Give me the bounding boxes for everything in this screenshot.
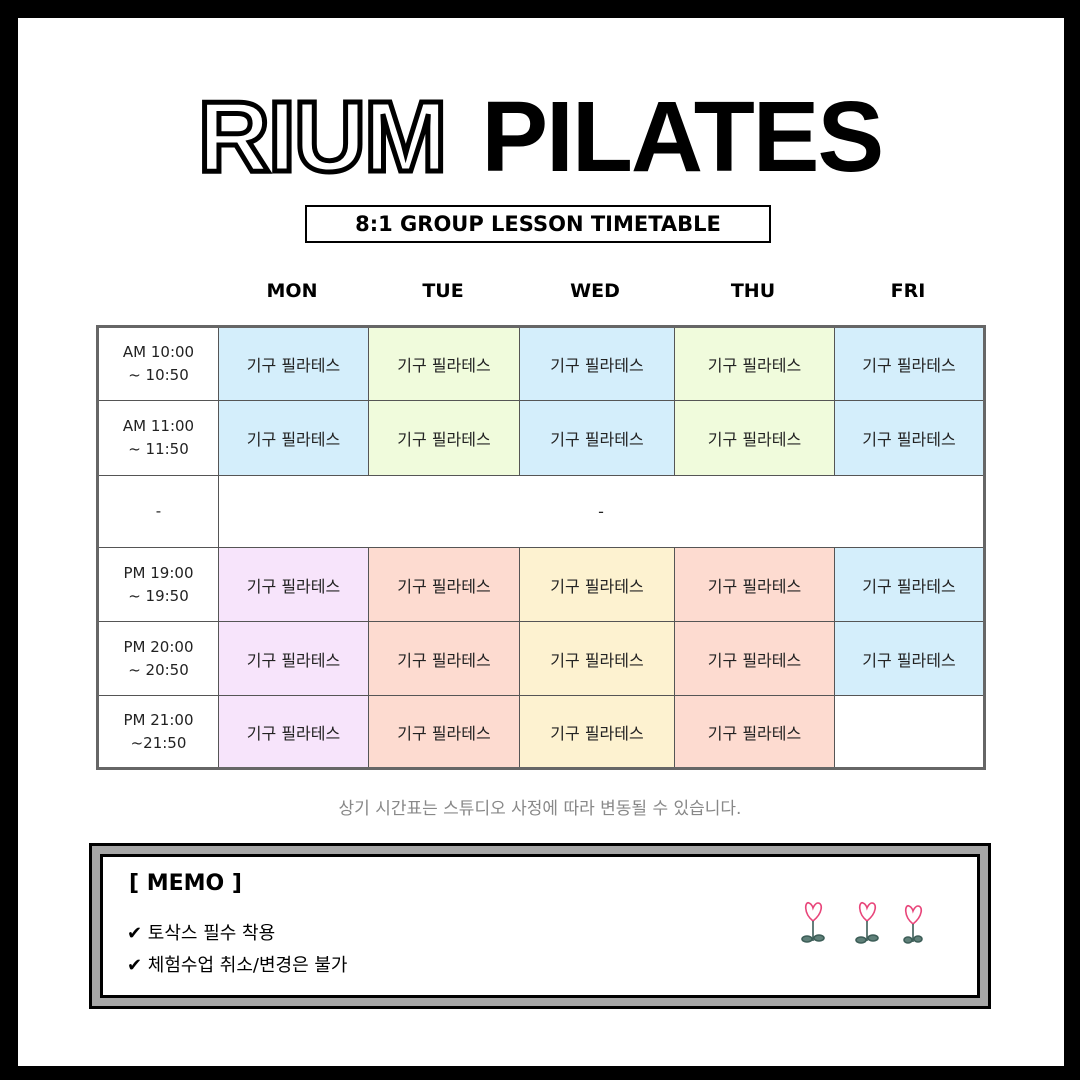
class-cell: 기구 필라테스 — [674, 621, 835, 696]
schedule-note: 상기 시간표는 스튜디오 사정에 따라 변동될 수 있습니다. — [338, 799, 742, 819]
class-cell: 기구 필라테스 — [368, 695, 520, 769]
table-row: AM 10:00 ~ 10:50 기구 필라테스 기구 필라테스 기구 필라테스 기구 필… — [97, 326, 985, 401]
break-cell: - — [218, 475, 985, 548]
class-cell: 기구 필라테스 — [368, 326, 520, 401]
time-slot: AM 11:00 ~ 11:50 — [97, 400, 219, 476]
day-headers: MON TUE WED THU FRI — [0, 280, 1080, 304]
class-cell: 기구 필라테스 — [834, 400, 985, 476]
class-cell: 기구 필라테스 — [519, 326, 675, 401]
timetable: AM 10:00 ~ 10:50 기구 필라테스 기구 필라테스 기구 필라테스 기구 필… — [96, 325, 986, 770]
subtitle-box: 8:1 GROUP LESSON TIMETABLE — [305, 205, 771, 243]
time-end: ~21:50 — [130, 733, 187, 752]
time-start: AM 10:00 — [122, 343, 195, 361]
class-cell: 기구 필라테스 — [519, 547, 675, 622]
class-cell: 기구 필라테스 — [218, 326, 369, 401]
time-start: AM 11:00 — [122, 417, 195, 435]
class-cell: 기구 필라테스 — [218, 400, 369, 476]
class-cell: 기구 필라테스 — [674, 326, 835, 401]
class-cell: 기구 필라테스 — [218, 695, 369, 769]
table-row: PM 21:00 ~21:50 기구 필라테스 기구 필라테스 기구 필라테스 기구 필라… — [97, 695, 985, 769]
class-cell: 기구 필라테스 — [834, 547, 985, 622]
class-cell: 기구 필라테스 — [834, 326, 985, 401]
time-slot: PM 19:00 ~ 19:50 — [97, 547, 219, 622]
class-cell: 기구 필라테스 — [834, 621, 985, 696]
day-header-thu: THU — [730, 280, 776, 302]
day-header-wed: WED — [570, 280, 620, 302]
time-end: ~ 11:50 — [128, 440, 189, 458]
class-cell: 기구 필라테스 — [368, 400, 520, 476]
class-cell: 기구 필라테스 — [218, 547, 369, 622]
class-cell: 기구 필라테스 — [674, 695, 835, 769]
time-start: PM 20:00 — [123, 637, 194, 656]
time-slot: AM 10:00 ~ 10:50 — [97, 326, 219, 401]
table-row: PM 19:00 ~ 19:50 기구 필라테스 기구 필라테스 기구 필라테스 기구 필… — [97, 547, 985, 622]
class-cell: 기구 필라테스 — [519, 695, 675, 769]
table-row: -- — [97, 475, 985, 548]
day-header-mon: MON — [266, 280, 318, 302]
class-cell: 기구 필라테스 — [368, 547, 520, 622]
table-row: PM 20:00 ~ 20:50 기구 필라테스 기구 필라테스 기구 필라테스 기구 필… — [97, 621, 985, 696]
tulip-flowers-icon — [801, 902, 923, 944]
time-start: PM 19:00 — [123, 563, 194, 582]
class-cell: 기구 필라테스 — [218, 621, 369, 696]
time-slot: PM 20:00 ~ 20:50 — [97, 621, 219, 696]
time-start: PM 21:00 — [123, 710, 194, 729]
page-title: RIUM PILATES — [195, 79, 884, 196]
time-slot: PM 21:00 ~21:50 — [97, 695, 219, 769]
time-end: ~ 10:50 — [128, 366, 189, 384]
time-slot: - — [97, 475, 219, 548]
class-cell: 기구 필라테스 — [519, 621, 675, 696]
day-header-tue: TUE — [422, 280, 464, 302]
class-cell: 기구 필라테스 — [674, 400, 835, 476]
class-cell — [834, 695, 985, 769]
memo-item: ✔ 토삭스 필수 착용 — [127, 923, 276, 944]
class-cell: 기구 필라테스 — [368, 621, 520, 696]
day-header-fri: FRI — [890, 280, 926, 302]
time-end: ~ 19:50 — [128, 586, 189, 605]
memo-box: [ MEMO ] ✔ 토삭스 필수 착용 ✔ 체험수업 취소/변경은 불가 — [89, 843, 991, 1009]
memo-item: ✔ 체험수업 취소/변경은 불가 — [127, 955, 348, 976]
table-row: AM 11:00 ~ 11:50 기구 필라테스 기구 필라테스 기구 필라테스 기구 필… — [97, 400, 985, 476]
time-end: ~ 20:50 — [128, 660, 189, 679]
time-start: - — [155, 502, 162, 520]
memo-title: [ MEMO ] — [129, 871, 242, 896]
class-cell: 기구 필라테스 — [519, 400, 675, 476]
class-cell: 기구 필라테스 — [674, 547, 835, 622]
